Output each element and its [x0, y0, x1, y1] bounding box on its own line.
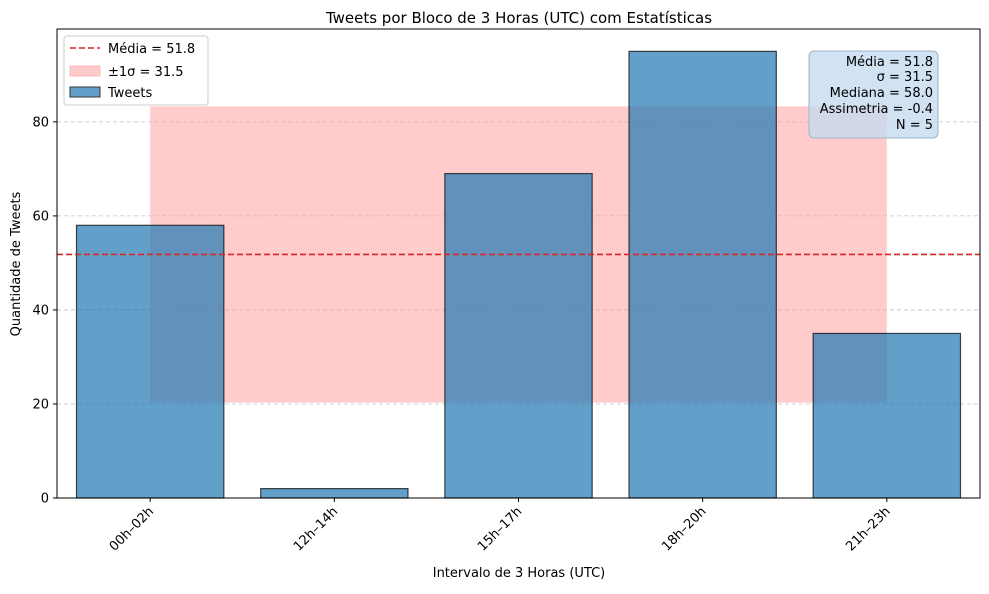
y-axis-label: Quantidade de Tweets: [9, 191, 24, 336]
stats-skewness: Assimetria = -0.4: [820, 102, 933, 117]
legend-entry-tweets: Tweets: [107, 86, 153, 101]
y-axis: 0 20 40 60 80: [32, 115, 57, 507]
bar-0: [75, 224, 225, 499]
legend-entry-mean: Média = 51.8: [108, 42, 195, 57]
stats-n: N = 5: [896, 118, 933, 133]
stats-box: Média = 51.8 σ = 31.5 Mediana = 58.0 Ass…: [808, 50, 939, 139]
legend: Média = 51.8 ±1σ = 31.5 Tweets: [63, 35, 209, 106]
bar-2: [444, 172, 593, 499]
legend-sigma-swatch: [69, 65, 101, 77]
x-tick-label-1: 12h–14h: [291, 504, 341, 554]
bar-1: [260, 487, 409, 499]
y-tick-label: 80: [32, 115, 49, 130]
stats-box-frame: [808, 50, 939, 139]
x-tick-label-2: 15h–17h: [475, 504, 525, 554]
y-tick-label: 40: [32, 303, 49, 318]
x-axis: 00h–02h 12h–14h 15h–17h 18h–20h 21h–23h: [107, 498, 894, 554]
bars-layer: [75, 50, 962, 499]
bar-4: [812, 332, 962, 499]
y-tick-label: 0: [41, 492, 49, 507]
x-tick-label-4: 21h–23h: [843, 504, 893, 554]
stats-mean: Média = 51.8: [846, 55, 933, 70]
chart-title: Tweets por Bloco de 3 Horas (UTC) com Es…: [325, 9, 712, 27]
legend-tweets-swatch: [69, 86, 101, 98]
y-tick-label: 60: [32, 209, 49, 224]
bar-3: [628, 50, 777, 499]
stats-sigma: σ = 31.5: [877, 70, 933, 85]
x-tick-label-0: 00h–02h: [107, 504, 157, 554]
x-tick-label-3: 18h–20h: [659, 504, 709, 554]
y-tick-label: 20: [32, 397, 49, 412]
x-axis-label: Intervalo de 3 Horas (UTC): [433, 566, 606, 581]
stats-median: Mediana = 58.0: [830, 86, 933, 101]
legend-entry-sigma: ±1σ = 31.5: [108, 65, 184, 80]
